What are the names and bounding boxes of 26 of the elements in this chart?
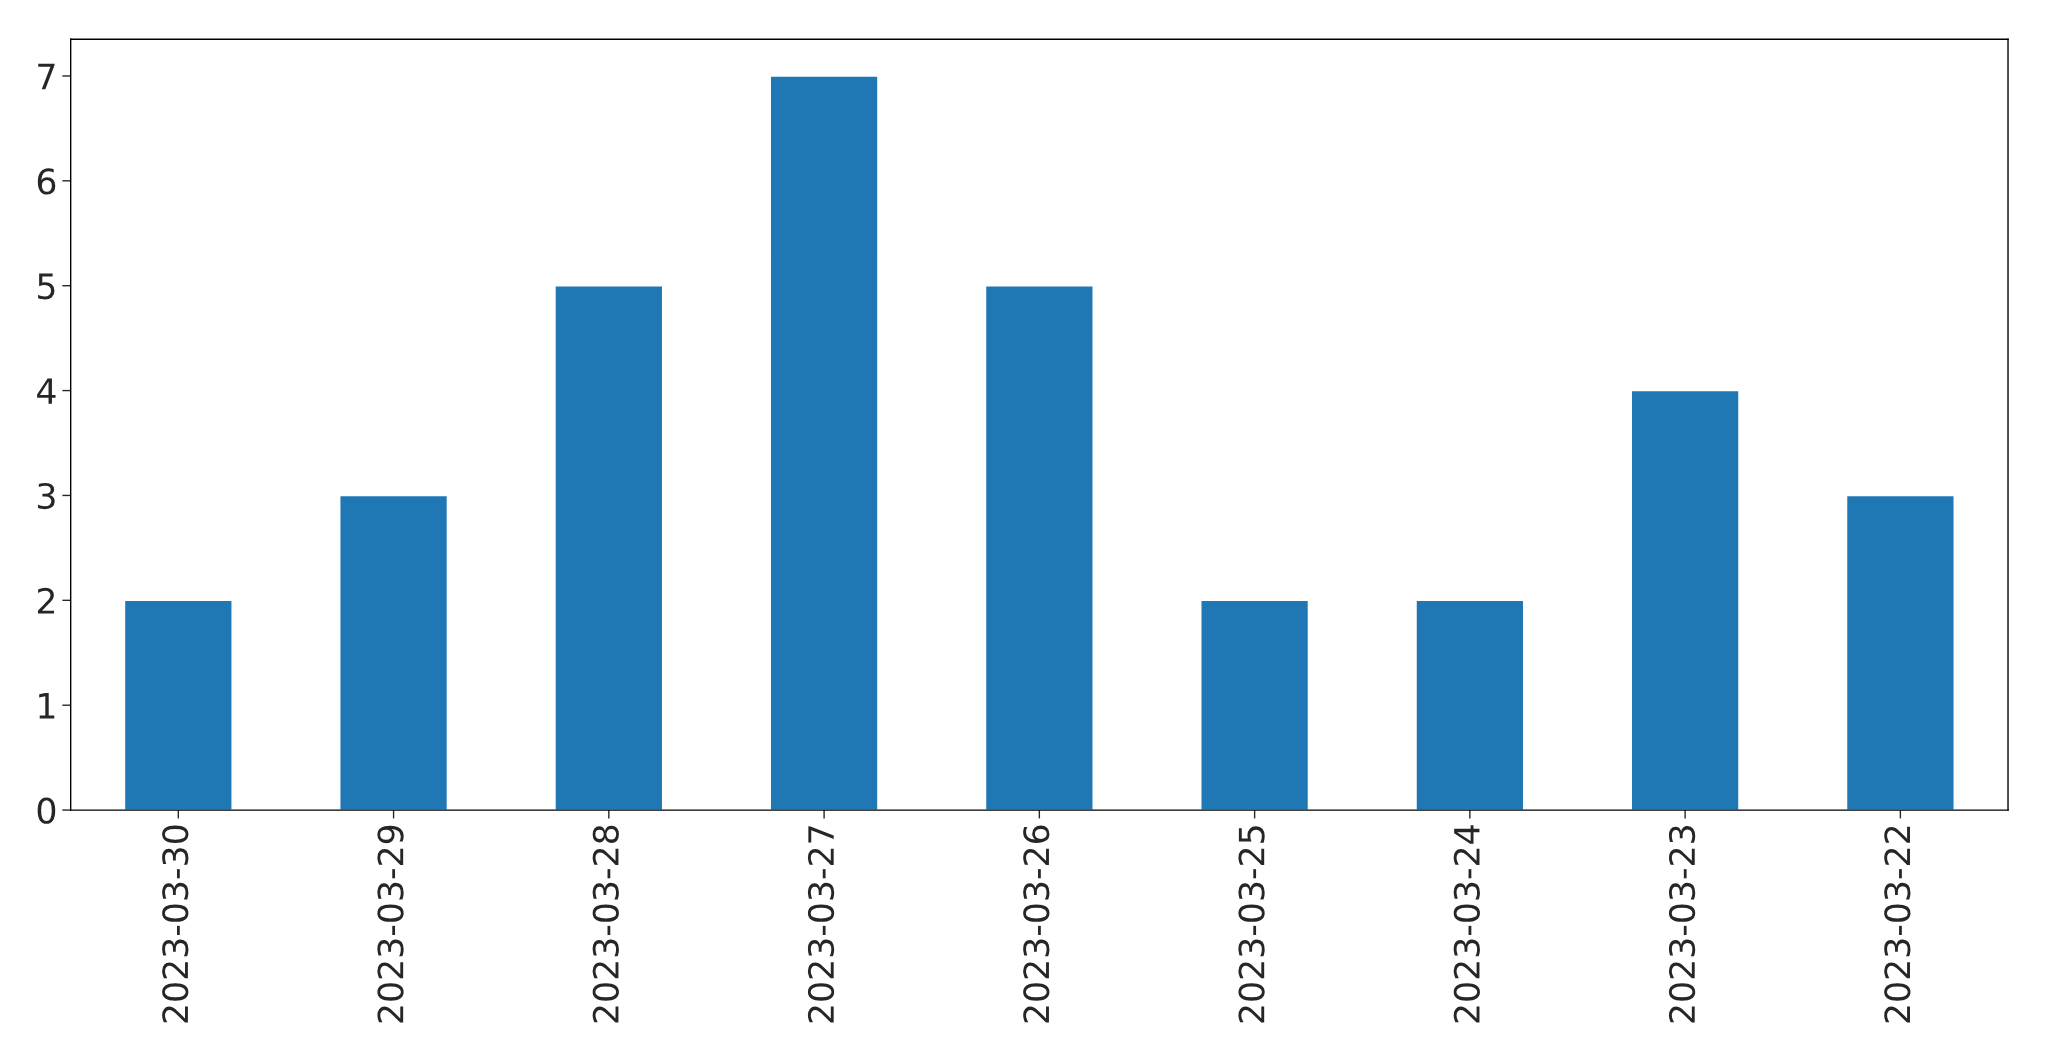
y-tick-label: 4 (37, 378, 56, 404)
x-tick-label: 2023-03-25 (1238, 826, 1265, 1023)
bar (1200, 599, 1310, 811)
x-tick-label: 2023-03-27 (807, 826, 835, 1023)
y-tick-label: 0 (37, 797, 56, 824)
y-tick-label: 2 (37, 587, 55, 614)
x-tick-label: 2023-03-23 (1668, 826, 1696, 1023)
x-tick-label: 2023-03-28 (592, 825, 619, 1023)
bar (1630, 389, 1740, 811)
bar (339, 494, 449, 811)
x-tick-label: 2023-03-22 (1884, 826, 1911, 1023)
bar (1845, 494, 1955, 811)
x-tick-label: 2023-03-26 (1023, 825, 1050, 1023)
y-tick-label: 1 (39, 693, 55, 719)
x-tick-label: 2023-03-24 (1453, 825, 1480, 1023)
bar (769, 75, 879, 811)
x-tick-label: 2023-03-29 (377, 825, 404, 1023)
bar (123, 599, 233, 811)
x-tick-label: 2023-03-30 (162, 825, 189, 1023)
y-tick-label: 5 (38, 273, 55, 300)
y-tick-label: 3 (38, 482, 55, 510)
bar (984, 285, 1094, 811)
y-tick-label: 7 (38, 63, 55, 90)
bar (1415, 599, 1525, 811)
y-tick-label: 6 (37, 168, 56, 195)
bar (554, 285, 664, 811)
